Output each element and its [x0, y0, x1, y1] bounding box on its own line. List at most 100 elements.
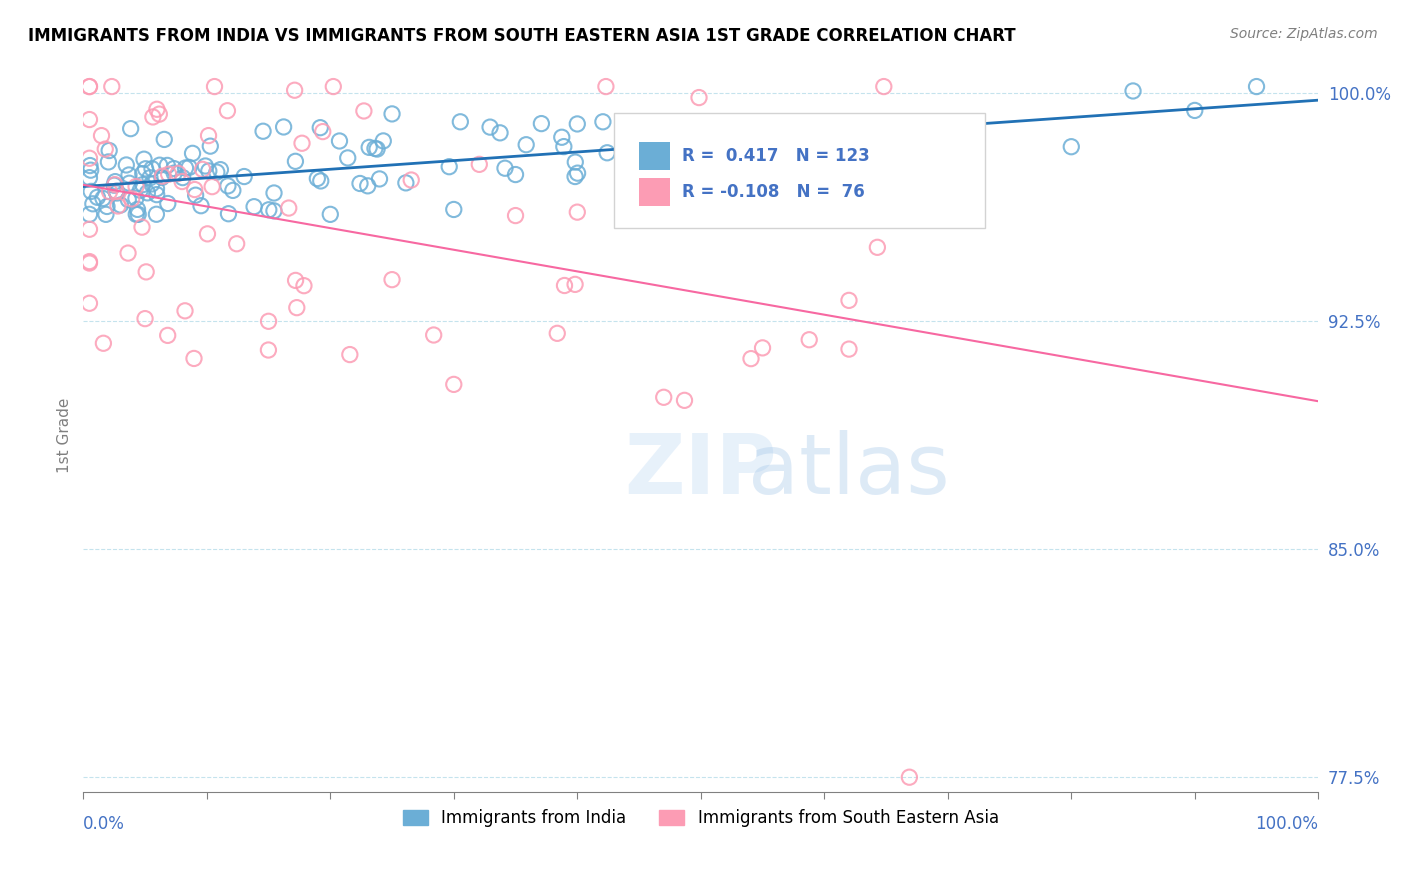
Point: [659, 131, 682, 145]
Point: [174, 303, 197, 318]
Point: [79, 170, 101, 185]
Point: [201, 179, 224, 194]
Point: [131, 220, 153, 235]
Point: [515, 137, 537, 152]
Point: [257, 343, 280, 357]
Point: [273, 120, 295, 134]
Point: [595, 79, 617, 94]
Point: [395, 176, 418, 190]
Point: [117, 246, 139, 260]
Point: [655, 180, 678, 194]
Point: [322, 79, 344, 94]
Point: [838, 342, 860, 356]
Point: [665, 212, 688, 227]
Point: [1184, 103, 1206, 118]
Point: [567, 205, 589, 219]
Point: [93, 336, 115, 351]
Point: [873, 79, 896, 94]
Point: [115, 158, 138, 172]
Point: [263, 203, 285, 218]
Point: [468, 157, 491, 171]
Point: [118, 176, 141, 190]
Text: atlas: atlas: [748, 430, 950, 511]
Point: [263, 186, 285, 200]
Point: [82, 196, 104, 211]
Point: [107, 199, 129, 213]
Point: [530, 117, 553, 131]
Point: [373, 134, 395, 148]
Point: [156, 328, 179, 343]
Point: [551, 130, 574, 145]
Point: [91, 191, 114, 205]
Point: [357, 178, 380, 193]
Point: [98, 144, 121, 158]
Point: [689, 153, 711, 167]
Point: [98, 185, 121, 199]
Point: [309, 174, 332, 188]
Point: [183, 351, 205, 366]
Point: [198, 164, 221, 178]
Point: [312, 125, 335, 139]
Point: [157, 167, 180, 181]
Point: [688, 90, 710, 104]
Point: [567, 166, 589, 180]
Point: [252, 124, 274, 138]
Point: [103, 178, 125, 193]
Point: [197, 227, 219, 241]
Point: [564, 155, 586, 169]
Point: [132, 152, 155, 166]
Point: [838, 120, 860, 135]
Point: [225, 236, 247, 251]
Point: [96, 199, 118, 213]
Point: [309, 120, 332, 135]
Point: [381, 273, 404, 287]
Text: Source: ZipAtlas.com: Source: ZipAtlas.com: [1230, 27, 1378, 41]
Point: [898, 770, 921, 784]
Point: [104, 175, 127, 189]
Point: [277, 201, 299, 215]
Bar: [640, 178, 669, 206]
Point: [204, 79, 226, 94]
Point: [222, 183, 245, 197]
Point: [339, 348, 361, 362]
Text: IMMIGRANTS FROM INDIA VS IMMIGRANTS FROM SOUTH EASTERN ASIA 1ST GRADE CORRELATIO: IMMIGRANTS FROM INDIA VS IMMIGRANTS FROM…: [28, 27, 1015, 45]
Point: [118, 168, 141, 182]
Point: [564, 277, 586, 292]
Point: [479, 120, 502, 135]
Point: [153, 132, 176, 146]
Point: [105, 185, 128, 199]
Point: [553, 139, 575, 153]
Point: [284, 83, 307, 97]
Point: [422, 328, 444, 343]
Point: [172, 175, 194, 189]
Point: [328, 134, 350, 148]
Point: [364, 141, 387, 155]
Point: [90, 128, 112, 143]
Point: [652, 390, 675, 404]
Point: [136, 186, 159, 200]
Point: [97, 155, 120, 169]
Point: [172, 170, 194, 185]
Point: [79, 79, 101, 94]
Point: [437, 160, 460, 174]
Legend: Immigrants from India, Immigrants from South Eastern Asia: Immigrants from India, Immigrants from S…: [396, 803, 1005, 834]
Point: [127, 202, 149, 217]
Point: [132, 178, 155, 192]
Point: [866, 240, 889, 254]
Point: [101, 79, 124, 94]
Point: [336, 151, 359, 165]
Point: [79, 112, 101, 127]
Point: [349, 177, 371, 191]
Point: [145, 187, 167, 202]
Point: [79, 296, 101, 310]
Point: [125, 179, 148, 194]
Point: [285, 301, 308, 315]
Point: [142, 110, 165, 124]
Text: 0.0%: 0.0%: [83, 815, 125, 833]
Point: [167, 166, 190, 180]
Point: [620, 141, 643, 155]
Point: [292, 278, 315, 293]
Point: [217, 103, 239, 118]
Point: [740, 351, 762, 366]
Point: [79, 151, 101, 165]
